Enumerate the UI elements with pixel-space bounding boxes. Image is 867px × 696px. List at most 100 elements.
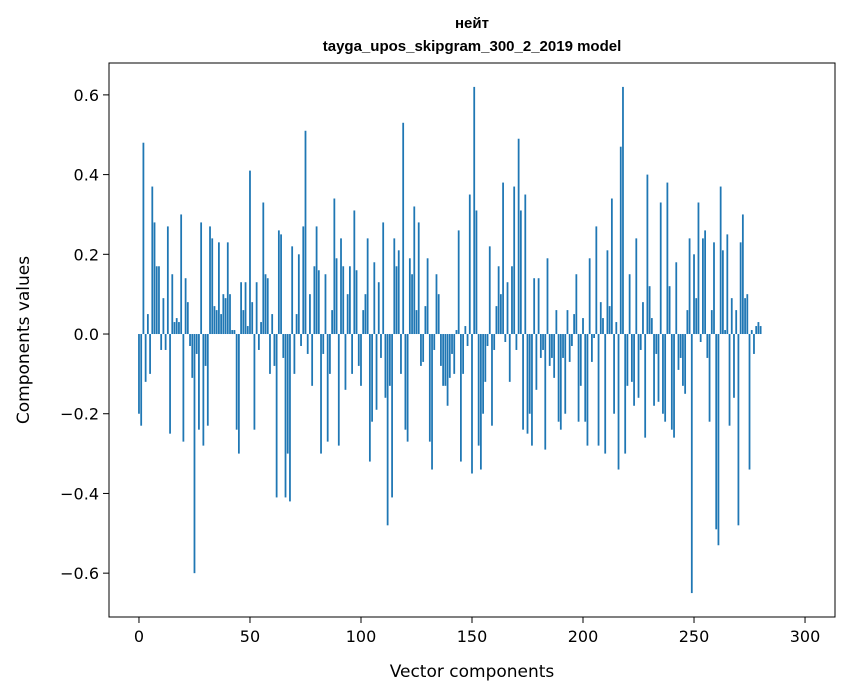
bar xyxy=(693,254,695,335)
bar xyxy=(457,230,460,335)
bar xyxy=(426,258,429,335)
bar xyxy=(684,334,687,394)
bar xyxy=(262,202,265,335)
bar xyxy=(630,334,633,382)
bar xyxy=(184,278,187,335)
bar xyxy=(204,334,207,366)
bar xyxy=(506,282,509,335)
bar xyxy=(519,210,522,335)
x-tick-label: 250 xyxy=(679,627,710,646)
bar xyxy=(388,334,391,386)
bar xyxy=(437,294,440,335)
bar xyxy=(280,234,282,335)
bar xyxy=(706,334,709,358)
bar xyxy=(648,286,651,335)
bar xyxy=(710,310,713,335)
bar xyxy=(304,130,307,335)
bar xyxy=(551,334,553,358)
bar xyxy=(473,86,476,335)
bar xyxy=(224,298,227,335)
bar xyxy=(169,334,171,434)
bar xyxy=(231,330,234,335)
bar xyxy=(233,330,236,335)
x-tick-label: 300 xyxy=(790,627,821,646)
bar xyxy=(424,306,427,335)
bar xyxy=(391,334,393,498)
bar xyxy=(326,334,329,442)
bar xyxy=(604,334,607,454)
x-tick-label: 200 xyxy=(568,627,599,646)
bar xyxy=(329,334,331,374)
bar xyxy=(668,286,671,335)
bar xyxy=(475,210,478,335)
bar xyxy=(495,306,498,335)
bar xyxy=(251,302,254,335)
bar xyxy=(739,242,742,335)
bar xyxy=(218,242,220,335)
bar xyxy=(222,294,225,335)
bar xyxy=(562,334,564,358)
bar-series xyxy=(138,86,762,594)
bar xyxy=(524,194,527,335)
bar xyxy=(451,334,453,354)
bar xyxy=(686,310,689,335)
bar xyxy=(468,194,471,335)
y-axis-label: Components values xyxy=(14,256,34,424)
bar xyxy=(737,334,740,526)
bar xyxy=(175,318,178,335)
bar xyxy=(415,310,418,335)
bar xyxy=(164,334,167,350)
bar xyxy=(728,334,731,426)
bar xyxy=(577,334,580,422)
bar xyxy=(277,230,280,335)
bar xyxy=(602,318,604,335)
bar xyxy=(719,186,722,335)
bar xyxy=(582,318,584,335)
bar xyxy=(546,258,549,335)
y-tick-label: 0.0 xyxy=(74,325,99,344)
bar xyxy=(435,274,438,335)
bar xyxy=(242,310,245,335)
bar xyxy=(584,334,587,422)
bar xyxy=(531,334,533,446)
bar xyxy=(741,214,744,335)
bar xyxy=(433,334,436,350)
bar xyxy=(757,322,760,335)
bar xyxy=(444,334,447,386)
bar xyxy=(539,334,542,358)
y-tick-label: −0.2 xyxy=(60,405,99,424)
bar xyxy=(375,334,378,410)
bar xyxy=(657,334,660,402)
bar xyxy=(368,334,371,462)
bar xyxy=(371,334,373,422)
bar xyxy=(198,334,200,430)
bar xyxy=(142,142,145,335)
bar xyxy=(306,334,309,354)
bar xyxy=(173,322,176,335)
bar xyxy=(453,334,456,374)
bar xyxy=(271,314,274,335)
bar xyxy=(300,334,302,346)
bar xyxy=(284,334,287,498)
bar xyxy=(564,334,567,414)
bar xyxy=(353,210,356,335)
x-tick-label: 50 xyxy=(240,627,260,646)
bar xyxy=(393,238,396,335)
bar xyxy=(295,314,298,335)
bar xyxy=(755,326,758,335)
y-tick-label: 0.4 xyxy=(74,166,99,185)
bar xyxy=(511,266,513,335)
plot-frame xyxy=(108,62,836,618)
bar xyxy=(726,234,729,335)
bar xyxy=(360,334,362,386)
bar xyxy=(362,310,365,335)
x-axis-ticks: 0 50 100 150 200 250 300 xyxy=(134,617,820,646)
bar xyxy=(226,242,229,335)
bar xyxy=(411,274,413,335)
y-tick-label: 0.2 xyxy=(74,245,99,264)
bar xyxy=(626,334,629,386)
bar xyxy=(499,294,502,335)
bar xyxy=(746,294,749,335)
bar xyxy=(482,334,484,414)
bar xyxy=(699,334,702,342)
